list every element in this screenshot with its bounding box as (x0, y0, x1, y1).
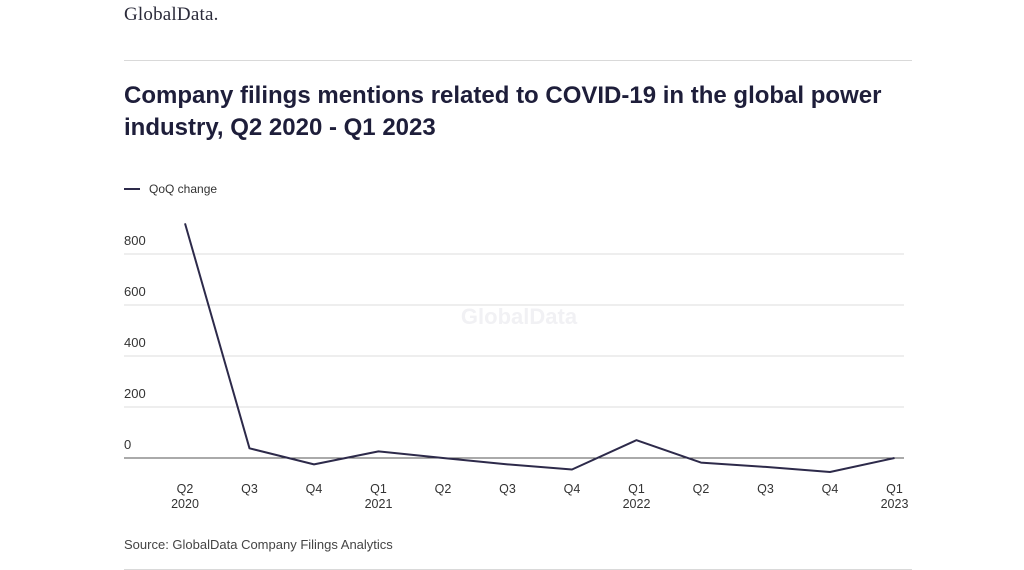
y-tick-label: 400 (124, 335, 146, 350)
x-tick-label: 2021 (365, 497, 393, 511)
chart-legend: QoQ change (124, 182, 217, 196)
source-note: Source: GlobalData Company Filings Analy… (124, 537, 393, 552)
x-tick-label: Q3 (499, 482, 516, 496)
legend-label: QoQ change (149, 182, 218, 196)
x-tick-label: Q3 (757, 482, 774, 496)
x-tick-label: Q2 (177, 482, 194, 496)
x-tick-label: 2023 (881, 497, 909, 511)
x-tick-label: Q1 (886, 482, 903, 496)
y-tick-label: 600 (124, 284, 146, 299)
brand-logo: GlobalData. (124, 4, 219, 25)
x-tick-label: 2022 (623, 497, 651, 511)
watermark: GlobalData (461, 304, 578, 329)
x-tick-label: Q2 (435, 482, 452, 496)
y-tick-label: 200 (124, 386, 146, 401)
x-tick-label: Q4 (822, 482, 839, 496)
x-tick-label: Q1 (370, 482, 387, 496)
y-tick-label: 0 (124, 437, 131, 452)
x-tick-label: Q4 (306, 482, 323, 496)
legend-line-swatch (124, 188, 140, 190)
x-tick-label: Q4 (564, 482, 581, 496)
y-tick-label: 800 (124, 233, 146, 248)
x-tick-label: 2020 (171, 497, 199, 511)
series-line-qoq-change (184, 223, 895, 474)
x-tick-label: Q2 (693, 482, 710, 496)
x-tick-label: Q3 (241, 482, 258, 496)
chart-title: Company filings mentions related to COVI… (124, 82, 882, 141)
header-divider (124, 60, 912, 61)
x-tick-label: Q1 (628, 482, 645, 496)
